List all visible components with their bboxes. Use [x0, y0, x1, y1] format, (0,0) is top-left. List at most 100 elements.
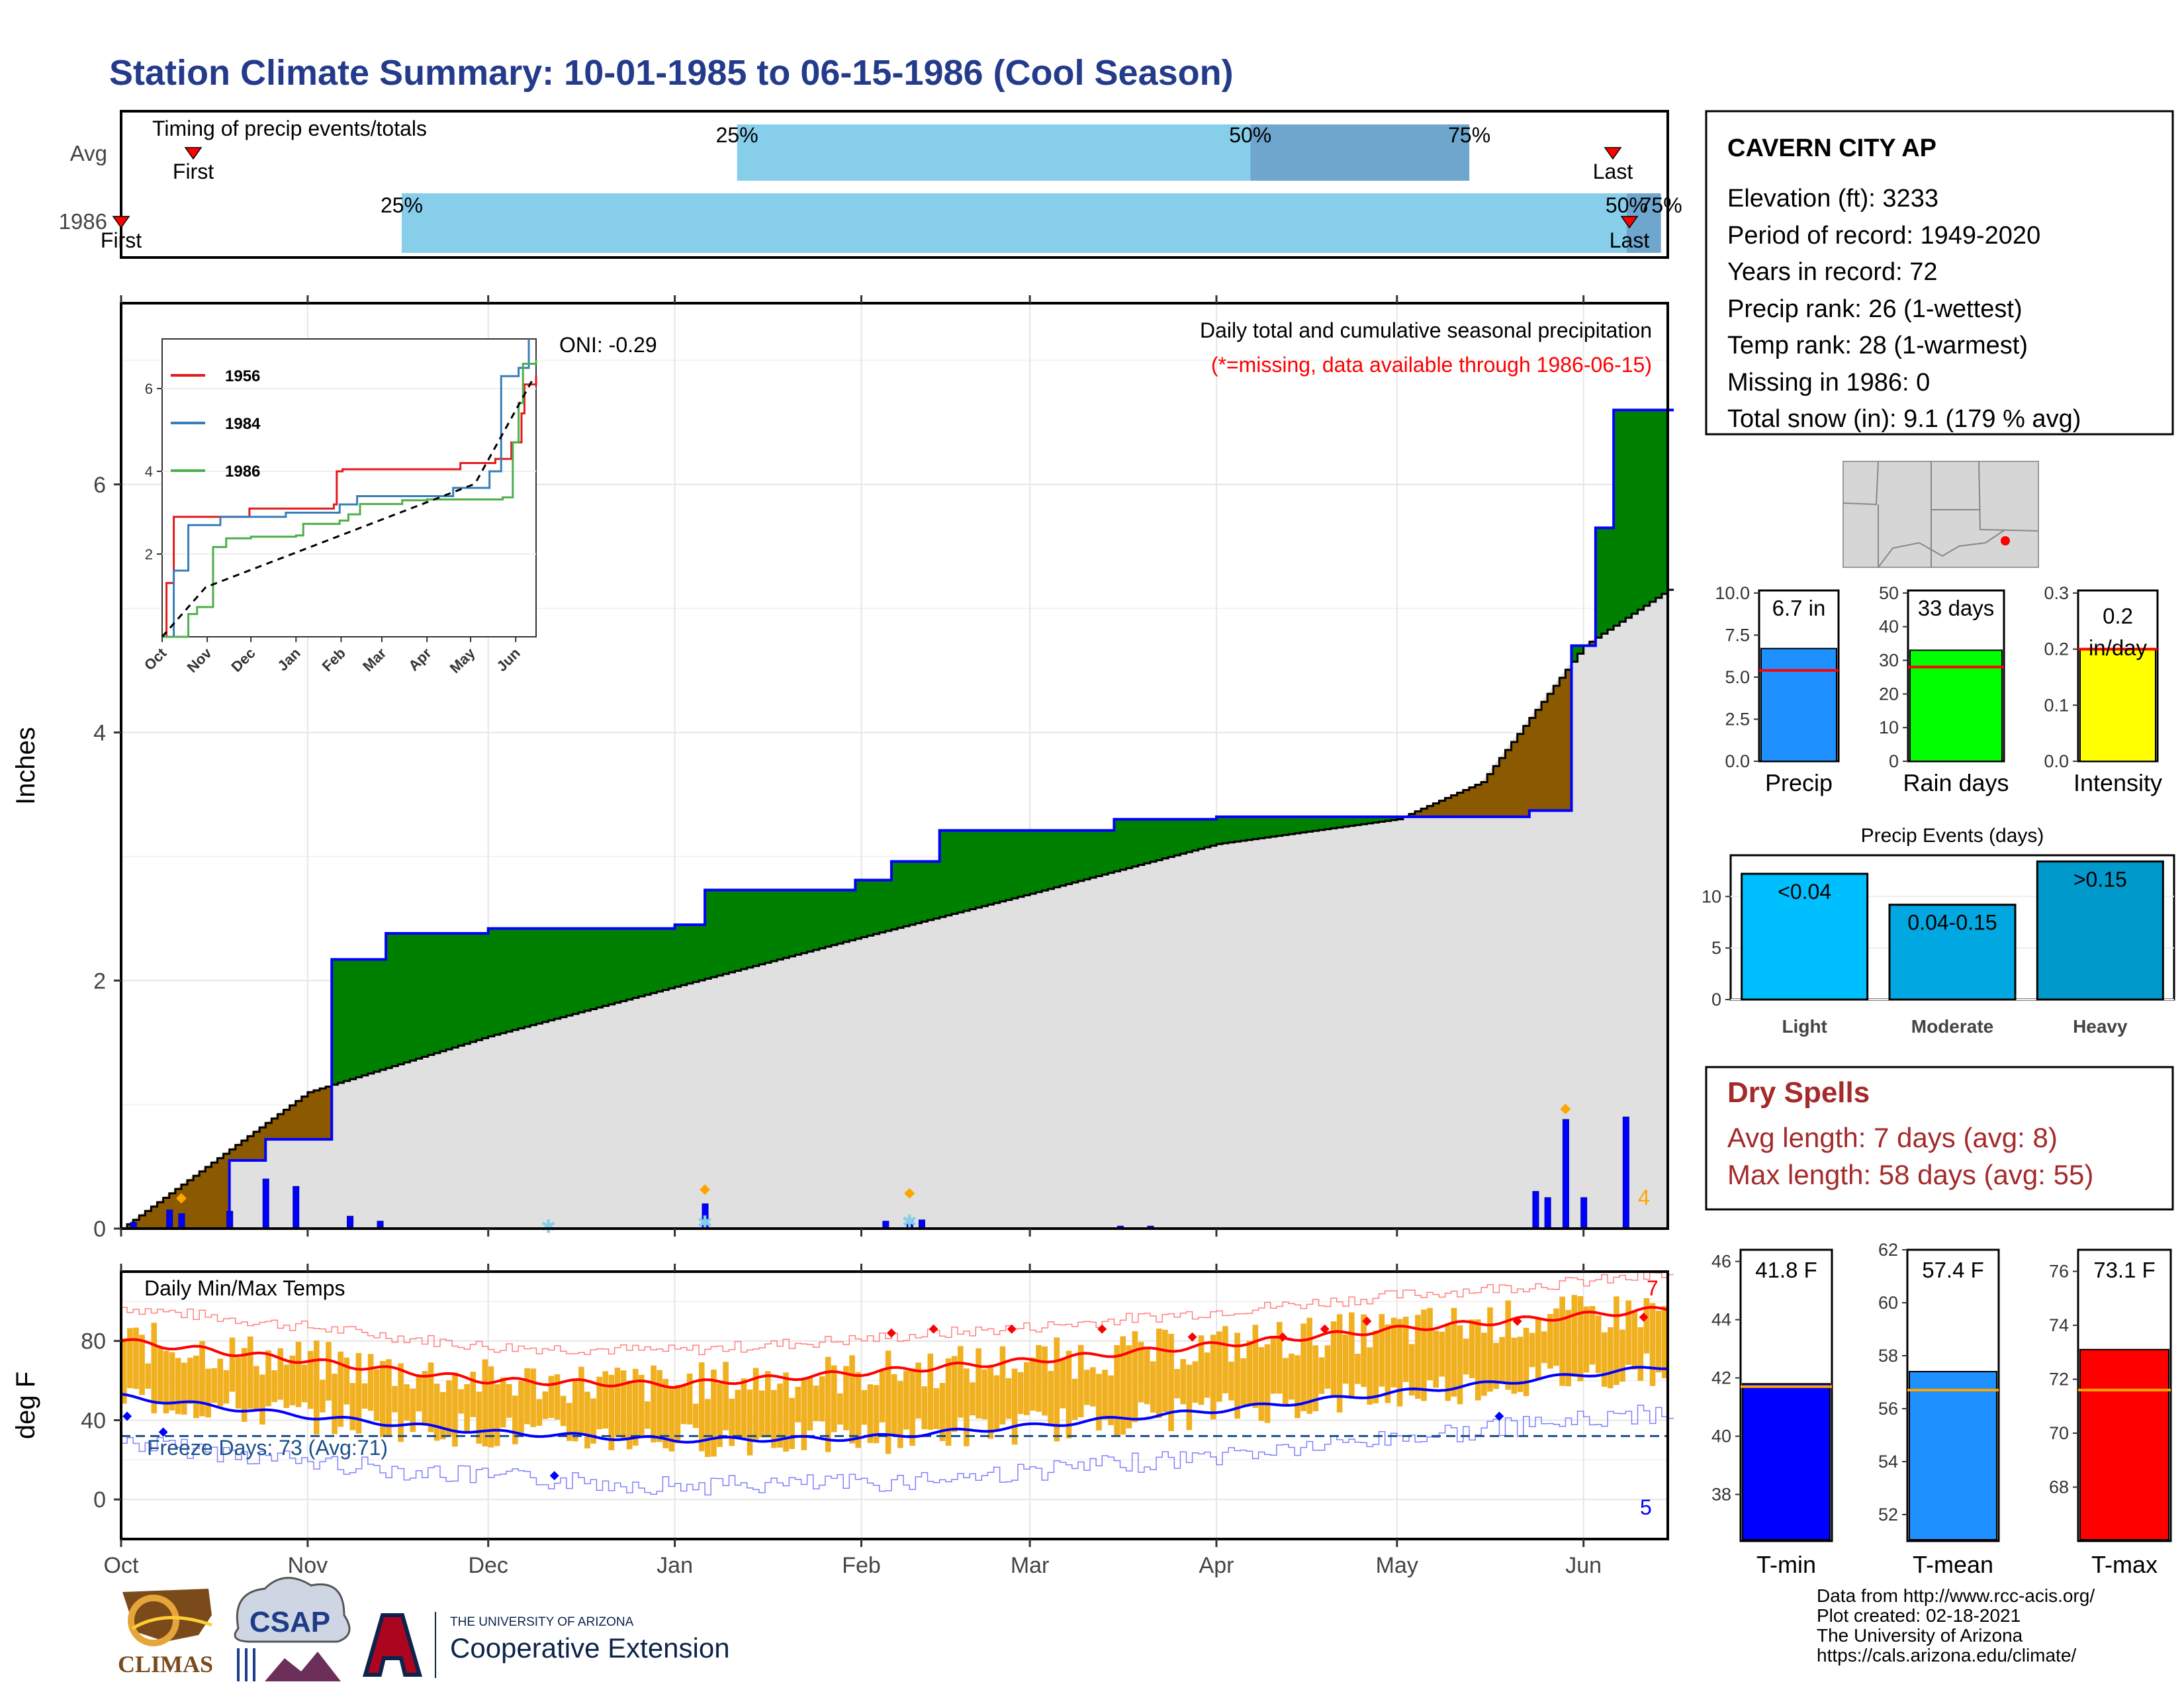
daily-temp-bar — [410, 1388, 416, 1432]
mini-chart-tick-label: 10 — [1879, 718, 1899, 737]
daily-temp-bar — [332, 1374, 338, 1434]
y-tick-label: 4 — [93, 721, 106, 746]
timing-pct-label: 25% — [716, 123, 758, 147]
above-avg-area — [590, 928, 597, 1009]
below-avg-area — [1547, 694, 1554, 811]
below-avg-area — [326, 1086, 332, 1140]
below-avg-area — [139, 1215, 146, 1229]
inset-legend-label: 1956 — [225, 367, 260, 385]
daily-temp-bar — [253, 1366, 259, 1411]
daily-temp-bar — [512, 1395, 518, 1444]
daily-temp-bar — [133, 1327, 139, 1389]
above-avg-area — [897, 861, 904, 928]
below-avg-area — [1457, 792, 1464, 817]
below-avg-area — [1505, 749, 1512, 817]
daily-temp-bar — [933, 1388, 940, 1429]
daily-temp-bar — [987, 1365, 994, 1439]
daily-temp-bar — [747, 1389, 753, 1456]
daily-temp-bar — [1349, 1312, 1355, 1399]
daily-temp-bar — [1433, 1331, 1439, 1388]
daily-temp-bar — [187, 1358, 193, 1404]
daily-temp-bar — [151, 1323, 158, 1414]
temp-data — [120, 1272, 1674, 1496]
daily-temp-bar — [1150, 1361, 1156, 1413]
daily-temp-bar — [1210, 1335, 1216, 1420]
daily-temp-bar — [1216, 1331, 1222, 1402]
temp-chart-label: T-min — [1756, 1551, 1816, 1578]
above-avg-area — [674, 924, 682, 987]
daily-temp-bar — [223, 1370, 230, 1404]
events-title: Precip Events (days) — [1861, 825, 2044, 847]
daily-precip-bar — [293, 1186, 300, 1229]
precip-events-chart: Precip Events (days) 0 5 10 <0.04 Light 0.04-… — [1702, 825, 2175, 1037]
daily-temp-bar — [386, 1359, 392, 1436]
above-avg-area — [741, 890, 748, 970]
above-avg-area — [422, 933, 429, 1057]
above-avg-area — [1608, 528, 1614, 630]
above-avg-area — [668, 928, 676, 989]
daily-temp-bar — [1096, 1374, 1102, 1430]
above-avg-area — [837, 890, 844, 944]
daily-temp-bar — [999, 1346, 1006, 1425]
daily-temp-bar — [1614, 1296, 1619, 1385]
daily-temp-bar — [524, 1368, 530, 1425]
below-avg-area — [199, 1171, 206, 1229]
daily-temp-bar — [1631, 1311, 1638, 1370]
daily-temp-bar — [976, 1348, 981, 1419]
inset-line-1986 — [162, 359, 537, 638]
daily-temp-bar — [1120, 1336, 1126, 1435]
above-avg-area — [452, 933, 459, 1048]
above-avg-area — [921, 861, 929, 922]
daily-temp-bar — [404, 1384, 410, 1421]
temp-chart-tick-label: 74 — [2049, 1315, 2069, 1335]
above-avg-area — [849, 890, 856, 941]
daily-temp-bar — [764, 1371, 771, 1438]
daily-temp-bar — [1295, 1355, 1300, 1419]
record-low-marker — [122, 1411, 132, 1421]
daily-temp-bar — [813, 1385, 819, 1421]
daily-temp-bar — [1174, 1369, 1180, 1399]
location-map — [1843, 461, 2039, 568]
mini-chart-tick-label: 5.0 — [1725, 667, 1750, 687]
last-event-label: Last — [1593, 160, 1633, 183]
temp-chart-bar — [1909, 1371, 1997, 1540]
above-avg-area — [1114, 819, 1121, 872]
inset-y-tick-label: 2 — [145, 546, 153, 563]
daily-temp-bar — [554, 1374, 561, 1420]
timing-bar-q50-q75 — [1250, 124, 1470, 181]
below-avg-area — [1451, 795, 1458, 817]
daily-temp-bar — [139, 1335, 145, 1395]
daily-temp-bar — [295, 1341, 302, 1407]
mini-chart-tick-label: 50 — [1879, 583, 1899, 603]
above-avg-area — [1024, 830, 1030, 896]
avg-min-temp-line — [120, 1366, 1668, 1444]
above-avg-area — [1071, 830, 1079, 883]
below-avg-area — [1427, 806, 1433, 817]
page-title: Station Climate Summary: 10-01-1985 to 0… — [109, 53, 1234, 93]
daily-temp-bar — [1396, 1319, 1403, 1407]
snow-icon: ✱ — [901, 1211, 917, 1232]
daily-temp-bar — [632, 1368, 639, 1446]
record-high-marker — [1007, 1324, 1017, 1334]
precip-y-label: Inches — [11, 727, 40, 805]
daily-temp-bar — [1300, 1323, 1306, 1411]
daily-temp-bar — [1289, 1353, 1295, 1400]
dry-spells-title: Dry Spells — [1727, 1076, 1870, 1109]
daily-temp-bar — [439, 1391, 446, 1440]
above-avg-area — [1234, 816, 1241, 842]
temp-hi-count: 7 — [1647, 1276, 1659, 1300]
record-low-marker — [1494, 1411, 1504, 1421]
daily-temp-bar — [1342, 1334, 1349, 1384]
daily-temp-bar — [861, 1389, 868, 1425]
above-avg-area — [1216, 816, 1223, 845]
above-avg-area — [1619, 410, 1626, 622]
daily-precip-bar — [1544, 1197, 1551, 1229]
events-bar-label: >0.15 — [2073, 867, 2127, 891]
daily-temp-bar — [1559, 1296, 1565, 1386]
above-avg-area — [1361, 816, 1367, 825]
above-avg-area — [789, 890, 796, 957]
above-avg-area — [1186, 819, 1193, 853]
daily-temp-bar — [566, 1403, 572, 1441]
month-label: Jun — [1565, 1553, 1602, 1578]
